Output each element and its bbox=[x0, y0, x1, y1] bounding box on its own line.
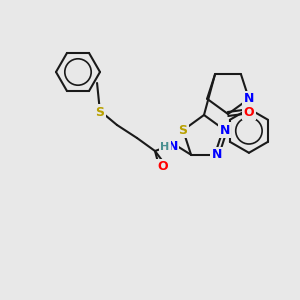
Text: N: N bbox=[212, 148, 222, 161]
Text: N: N bbox=[168, 140, 178, 152]
Text: O: O bbox=[158, 160, 168, 173]
Text: N: N bbox=[220, 124, 230, 137]
Text: H: H bbox=[160, 142, 169, 152]
Text: N: N bbox=[244, 92, 254, 105]
Text: O: O bbox=[244, 106, 254, 118]
Text: S: S bbox=[95, 106, 104, 118]
Text: S: S bbox=[178, 124, 188, 137]
